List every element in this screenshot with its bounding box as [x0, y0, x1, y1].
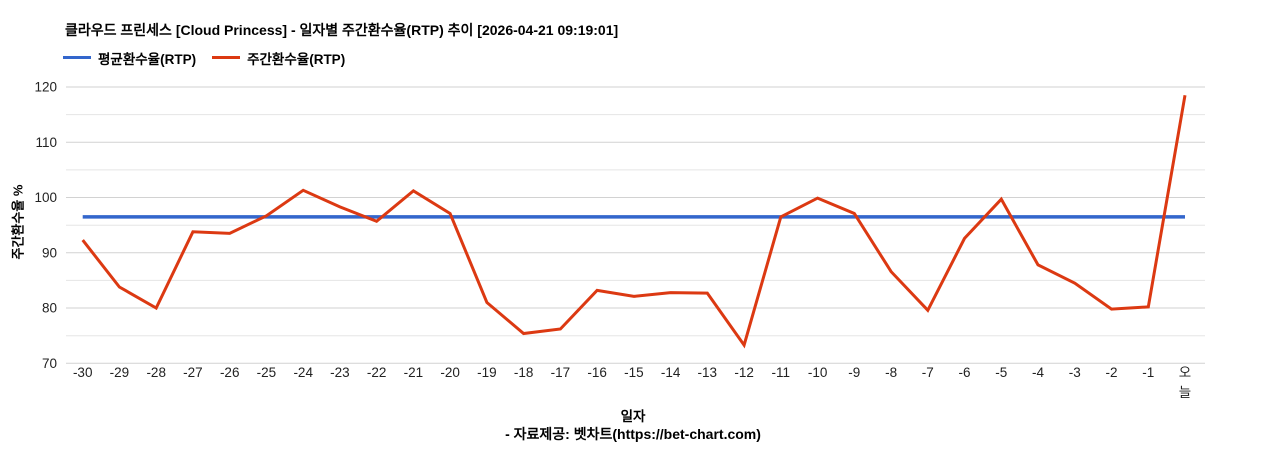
x-tick-label: -17: [551, 365, 571, 380]
x-tick-label: -29: [110, 365, 130, 380]
x-tick-label: -19: [477, 365, 497, 380]
chart-legend: 평균환수율(RTP) 주간환수율(RTP): [63, 48, 345, 68]
x-tick-label: -16: [587, 365, 607, 380]
x-tick-label: -26: [220, 365, 240, 380]
x-tick-label: -20: [440, 365, 460, 380]
y-tick-label: 110: [35, 135, 57, 150]
y-tick-label: 100: [34, 190, 57, 205]
x-tick-label: -25: [257, 365, 277, 380]
x-tick-label: -10: [808, 365, 828, 380]
x-tick-label: -18: [514, 365, 534, 380]
x-tick-label: -11: [772, 365, 791, 380]
legend-label-weekly-rtp: 주간환수율(RTP): [247, 51, 346, 67]
y-tick-label: 120: [34, 80, 57, 95]
average-rtp-line-swatch-icon: [63, 56, 91, 59]
y-tick-label: 70: [42, 356, 57, 371]
legend-item-weekly-rtp: 주간환수율(RTP): [212, 48, 345, 68]
y-tick-label: 80: [42, 301, 57, 316]
x-tick-label: -28: [146, 365, 166, 380]
weekly-rtp-line: [81, 95, 1187, 349]
x-tick-label: -4: [1032, 365, 1044, 380]
x-tick-label: -27: [183, 365, 203, 380]
x-tick-label: -23: [330, 365, 350, 380]
x-tick-label: -15: [624, 365, 644, 380]
x-tick-label: -24: [293, 365, 313, 380]
x-tick-label: -9: [848, 365, 860, 380]
footer-credit: - 자료제공: 벳차트(https://bet-chart.com): [505, 426, 761, 442]
x-tick-label: -3: [1069, 365, 1081, 380]
x-tick-label: -8: [885, 365, 897, 380]
y-tick-label: 90: [42, 245, 57, 260]
chart-title: 클라우드 프린세스 [Cloud Princess] - 일자별 주간환수율(R…: [65, 22, 619, 38]
x-tick-label-today: 오: [1179, 365, 1191, 380]
x-tick-label: -5: [995, 365, 1007, 380]
x-tick-label: -14: [661, 365, 681, 380]
weekly-rtp-line-swatch-icon: [212, 56, 241, 59]
x-tick-label-today: 늘: [1179, 385, 1191, 400]
x-axis-title: 일자: [620, 409, 646, 424]
legend-label-average-rtp: 평균환수율(RTP): [98, 51, 197, 67]
x-tick-label: -13: [698, 365, 718, 380]
x-tick-label: -22: [367, 365, 387, 380]
x-tick-label: -30: [73, 365, 93, 380]
x-tick-label: -7: [922, 365, 934, 380]
x-tick-label: -1: [1142, 365, 1154, 380]
legend-item-average-rtp: 평균환수율(RTP): [63, 48, 196, 68]
x-tick-label: -2: [1105, 365, 1117, 380]
x-tick-label: -6: [958, 365, 970, 380]
x-tick-label: -12: [734, 365, 754, 380]
x-tick-label: -21: [404, 365, 424, 380]
